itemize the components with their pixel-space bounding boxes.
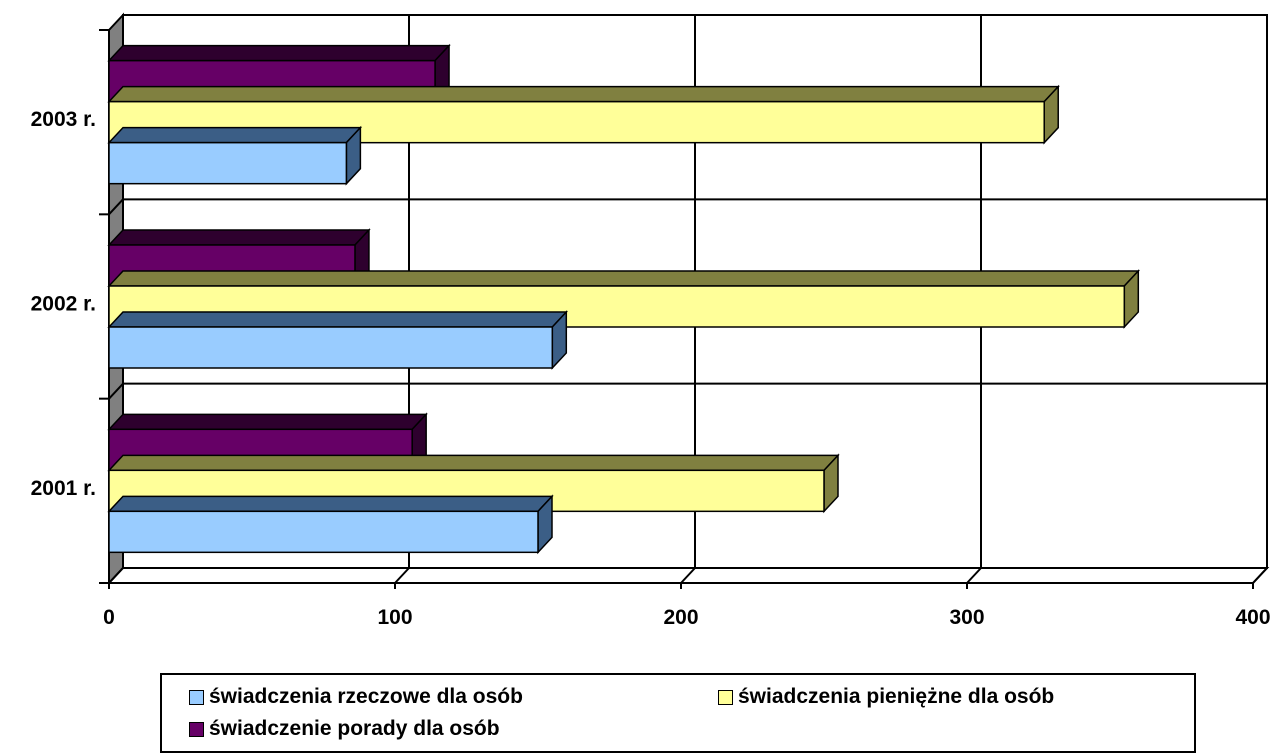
bar-top-face (107, 413, 428, 431)
bar (108, 141, 348, 185)
floor-gridline (1252, 567, 1268, 584)
legend-label: świadczenie porady dla osób (209, 717, 500, 740)
bar-top-face (107, 454, 840, 472)
x-tick-label: 200 (663, 606, 698, 629)
bar-top-face (107, 495, 554, 513)
floor-gridline (394, 567, 410, 584)
x-tick-label: 0 (103, 606, 115, 629)
legend-swatch-porady (189, 721, 204, 737)
legend-item: świadczenia pieniężne dla osób (718, 685, 1054, 709)
y-tick-labels: 2001 r. 2002 r. 2003 r. (31, 108, 96, 500)
x-tick-label: 100 (377, 606, 412, 629)
bar (108, 510, 539, 554)
wall-gridline (108, 382, 124, 400)
x-tick-label: 300 (949, 606, 984, 629)
legend-label: świadczenia rzeczowe dla osób (209, 685, 523, 708)
bar-top-face (107, 229, 371, 246)
bar (108, 326, 554, 369)
x-tick-label: 400 (1235, 606, 1270, 629)
y-tick-label: 2003 r. (31, 108, 96, 131)
bars (107, 43, 1141, 555)
y-tick-label: 2002 r. (31, 293, 96, 316)
legend-swatch-pieniezne (718, 689, 733, 705)
bar-top-face (107, 270, 1141, 287)
axes (99, 29, 1254, 589)
floor-gridline (108, 567, 124, 584)
bar-top-face (107, 44, 451, 62)
floor-gridline (680, 567, 696, 584)
legend-item: świadczenie porady dla osób (189, 717, 500, 741)
legend-label: świadczenia pieniężne dla osób (738, 685, 1055, 708)
bar-top-face (107, 311, 569, 328)
legend-swatch-rzeczowe (189, 689, 204, 705)
y-tick-label: 2001 r. (31, 477, 96, 500)
x-tick-labels: 0 100 200 300 400 (103, 606, 1270, 629)
bar-chart: 0 100 200 300 400 2001 r. 2002 r. 2003 r. (31, 12, 1271, 629)
wall-gridline (108, 198, 124, 216)
bar-top-face (107, 126, 363, 144)
legend-item: świadczenia rzeczowe dla osób (189, 685, 523, 709)
bar-top-face (107, 85, 1060, 103)
floor-gridline (966, 567, 982, 584)
legend: świadczenia rzeczowe dla osób świadczeni… (160, 673, 1196, 753)
